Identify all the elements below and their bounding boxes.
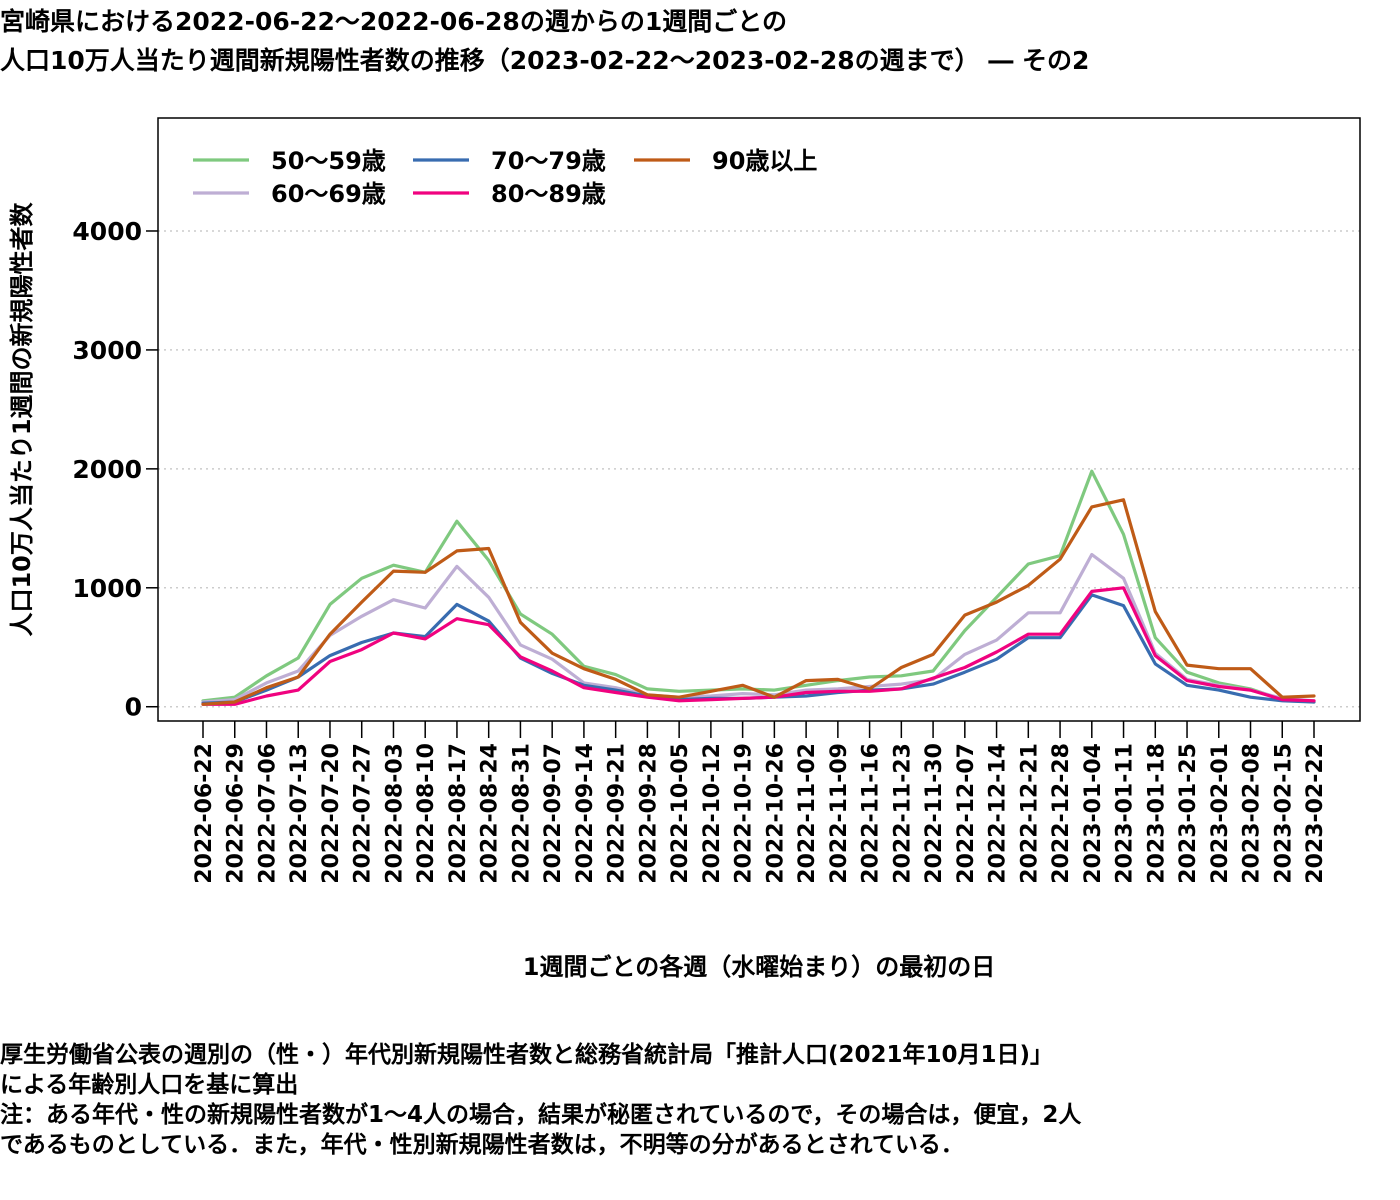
- x-tick-label: 2022-12-14: [986, 743, 1011, 884]
- legend-label: 60〜69歳: [271, 180, 386, 208]
- x-tick-label: 2023-01-25: [1176, 743, 1201, 884]
- y-tick-label: 1000: [72, 574, 142, 603]
- x-tick-label: 2022-12-07: [954, 743, 979, 884]
- x-tick-label: 2023-01-04: [1081, 743, 1106, 884]
- note-line: による年齢別人口を基に算出: [0, 1072, 299, 1098]
- x-tick-label: 2022-07-06: [255, 743, 280, 884]
- legend-label: 90歳以上: [712, 147, 817, 175]
- series-line: [201, 498, 1316, 706]
- source-notes: 厚生労働省公表の週別の（性・）年代別新規陽性者数と総務省統計局「推計人口(202…: [0, 1040, 1081, 1160]
- x-tick-label: 2022-12-21: [1017, 743, 1042, 884]
- chart-title-line1: 宮崎県における2022-06-22〜2022-06-28の週からの1週間ごとの: [0, 7, 787, 36]
- x-tick-label: 2022-11-16: [859, 743, 884, 884]
- x-tick-label: 2022-10-26: [763, 743, 788, 884]
- y-tick-label: 2000: [72, 455, 142, 484]
- series-line: [201, 586, 1316, 706]
- legend-label: 70〜79歳: [491, 147, 606, 175]
- x-tick-label: 2023-02-15: [1271, 743, 1296, 884]
- legend-label: 50〜59歳: [271, 147, 386, 175]
- y-tick-label: 0: [125, 693, 142, 722]
- x-tick-label: 2022-11-23: [890, 743, 915, 884]
- x-tick-label: 2023-02-01: [1208, 743, 1233, 884]
- x-tick-label: 2022-07-13: [287, 743, 312, 884]
- plot-frame: [157, 117, 1361, 722]
- x-axis-label: 1週間ごとの各週（水曜始まり）の最初の日: [523, 953, 995, 981]
- x-tick-label: 2023-01-11: [1113, 743, 1138, 884]
- x-tick-label: 2022-10-12: [700, 743, 725, 884]
- x-tick-label: 2022-09-21: [605, 743, 630, 884]
- series-line: [201, 469, 1316, 704]
- x-tick-label: 2023-01-18: [1144, 743, 1169, 884]
- y-axis-label: 人口10万人当たり1週間の新規陽性者数: [8, 201, 36, 636]
- y-tick-label: 4000: [72, 217, 142, 246]
- x-tick-label: 2022-09-07: [541, 743, 566, 884]
- x-tick-label: 2022-11-30: [922, 743, 947, 884]
- x-tick-label: 2022-09-14: [573, 743, 598, 884]
- x-tick-label: 2022-08-03: [382, 743, 407, 884]
- x-tick-label: 2022-11-09: [827, 743, 852, 884]
- legend-label: 80〜89歳: [491, 180, 606, 208]
- x-tick-label: 2022-08-31: [509, 743, 534, 884]
- x-tick-label: 2022-12-28: [1049, 743, 1074, 884]
- note-line: 注：ある年代・性の新規陽性者数が1〜4人の場合，結果が秘匿されているので，その場…: [0, 1102, 1082, 1128]
- series-line: [201, 552, 1316, 704]
- note-line: 厚生労働省公表の週別の（性・）年代別新規陽性者数と総務省統計局「推計人口(202…: [0, 1042, 1054, 1068]
- x-tick-label: 2023-02-22: [1303, 743, 1328, 884]
- x-tick-label: 2022-06-22: [192, 743, 217, 884]
- x-tick-label: 2022-08-17: [446, 743, 471, 884]
- x-tick-label: 2022-10-19: [732, 743, 757, 884]
- x-tick-label: 2022-08-24: [478, 743, 503, 884]
- x-tick-label: 2022-09-28: [636, 743, 661, 884]
- note-line: であるものとしている．また，年代・性別新規陽性者数は，不明等の分があるとされてい…: [0, 1132, 964, 1158]
- x-tick-label: 2022-10-05: [668, 743, 693, 884]
- x-tick-label: 2022-08-10: [414, 743, 439, 884]
- y-tick-label: 3000: [72, 336, 142, 365]
- chart-title-line2: 人口10万人当たり週間新規陽性者数の推移（2023-02-22〜2023-02-…: [0, 46, 1090, 75]
- x-tick-label: 2022-06-29: [224, 743, 249, 884]
- x-tick-label: 2023-02-08: [1240, 743, 1265, 884]
- x-tick-label: 2022-11-02: [795, 743, 820, 884]
- x-tick-label: 2022-07-20: [319, 743, 344, 884]
- x-tick-label: 2022-07-27: [351, 743, 376, 884]
